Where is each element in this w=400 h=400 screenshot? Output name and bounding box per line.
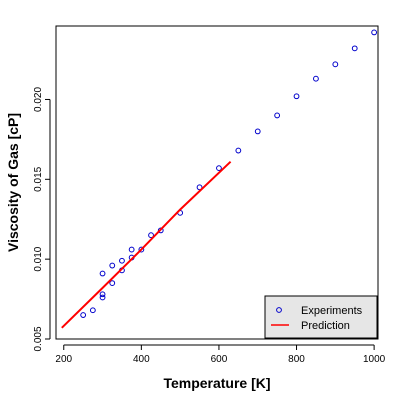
legend: Experiments Prediction (264, 295, 378, 339)
x-tick-label: 800 (288, 354, 305, 365)
experiment-point (80, 312, 87, 318)
legend-prediction-label: Prediction (301, 320, 350, 332)
plot-frame (55, 25, 379, 340)
experiment-point (235, 147, 242, 154)
experiment-point (371, 29, 378, 36)
experiment-point (99, 270, 106, 277)
y-tick-label: 0.010 (33, 246, 44, 271)
legend-experiments-marker (276, 307, 282, 313)
y-tick-label: 0.020 (33, 87, 44, 112)
experiment-point (293, 93, 300, 100)
experiment-point (99, 294, 106, 301)
experiment-point (254, 128, 261, 135)
plot-layer (61, 29, 378, 329)
legend-box (264, 295, 378, 339)
x-axis-title: Temperature [K] (163, 375, 270, 391)
x-tick-label: 200 (55, 354, 72, 365)
experiment-point (196, 184, 203, 191)
experiment-point (274, 112, 281, 119)
y-tick-label: 0.015 (33, 166, 44, 191)
experiment-point (109, 280, 116, 287)
prediction-line (61, 160, 232, 329)
experiment-point (148, 232, 154, 239)
experiment-point (138, 246, 145, 253)
experiment-point (351, 45, 358, 52)
y-axis-title: Viscosity of Gas [cP] (5, 113, 21, 252)
experiment-point (332, 61, 339, 68)
experiment-point (157, 227, 164, 234)
axes-layer: 200 400 600 800 1000 0.005 0.010 0.015 0.020 Temp… (5, 25, 386, 391)
x-tick-label: 600 (211, 354, 228, 365)
experiment-point (128, 246, 135, 253)
experiment-point (109, 262, 116, 269)
y-tick-label: 0.005 (33, 326, 44, 351)
experiment-point (89, 307, 96, 314)
legend-experiments-label: Experiments (301, 305, 363, 317)
x-tick-label: 400 (133, 354, 150, 365)
x-tick-label: 1000 (363, 354, 386, 365)
experiment-point (313, 75, 319, 82)
experiment-point (99, 291, 106, 298)
experiment-point (216, 165, 222, 172)
experiment-point (119, 257, 125, 264)
